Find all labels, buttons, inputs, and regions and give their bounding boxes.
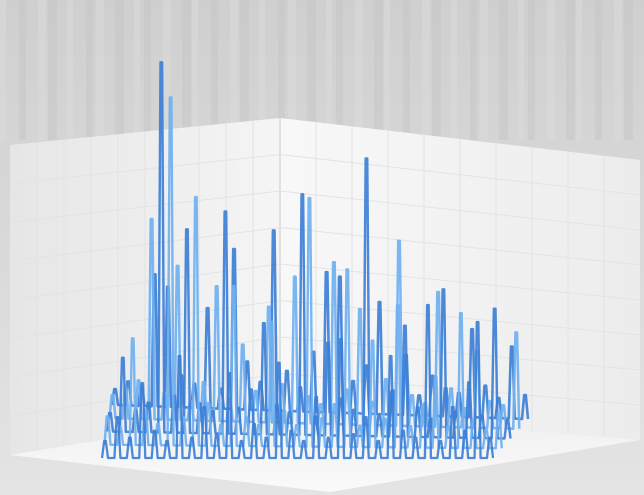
background-texture	[0, 0, 633, 140]
series-group	[100, 61, 530, 460]
series-line-5	[100, 303, 495, 460]
